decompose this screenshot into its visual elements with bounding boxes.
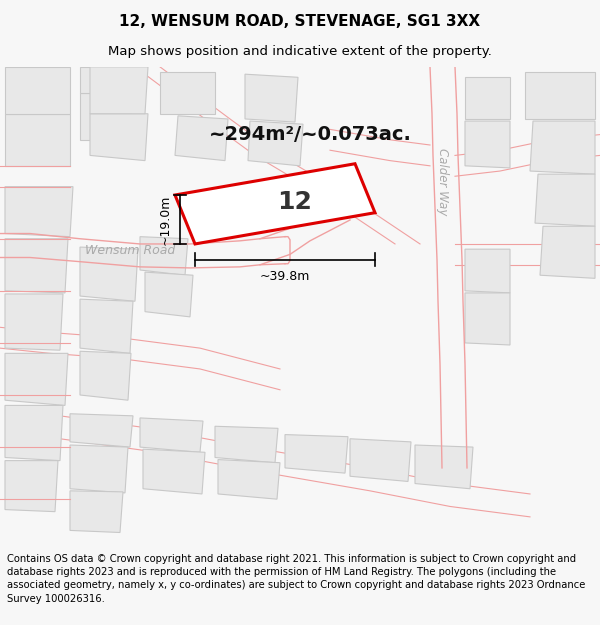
Polygon shape	[465, 249, 510, 293]
Text: 12: 12	[278, 190, 313, 214]
Polygon shape	[140, 237, 188, 275]
Polygon shape	[70, 445, 128, 493]
Polygon shape	[535, 174, 595, 226]
Polygon shape	[80, 351, 131, 400]
Polygon shape	[465, 293, 510, 345]
Text: Map shows position and indicative extent of the property.: Map shows position and indicative extent…	[108, 44, 492, 58]
Polygon shape	[5, 406, 63, 461]
Polygon shape	[5, 294, 63, 350]
Polygon shape	[5, 239, 68, 293]
Polygon shape	[465, 78, 510, 119]
Polygon shape	[530, 121, 595, 174]
Text: 12, WENSUM ROAD, STEVENAGE, SG1 3XX: 12, WENSUM ROAD, STEVENAGE, SG1 3XX	[119, 14, 481, 29]
Text: ~19.0m: ~19.0m	[159, 194, 172, 244]
Polygon shape	[5, 67, 70, 114]
Polygon shape	[175, 164, 375, 244]
Polygon shape	[525, 72, 595, 119]
Polygon shape	[80, 67, 130, 93]
Polygon shape	[215, 426, 278, 462]
Polygon shape	[350, 439, 411, 481]
Polygon shape	[245, 74, 298, 122]
Polygon shape	[70, 491, 123, 532]
Polygon shape	[80, 93, 130, 140]
Polygon shape	[415, 445, 473, 489]
Polygon shape	[5, 187, 73, 237]
Polygon shape	[540, 226, 595, 278]
Polygon shape	[140, 418, 203, 452]
Polygon shape	[143, 449, 205, 494]
Polygon shape	[5, 461, 58, 512]
Polygon shape	[5, 114, 70, 166]
Text: Wensum Road: Wensum Road	[85, 244, 175, 257]
Polygon shape	[248, 121, 303, 166]
Polygon shape	[5, 353, 68, 406]
Text: ~294m²/~0.073ac.: ~294m²/~0.073ac.	[209, 125, 412, 144]
Text: Contains OS data © Crown copyright and database right 2021. This information is : Contains OS data © Crown copyright and d…	[7, 554, 586, 604]
Polygon shape	[218, 459, 280, 499]
Text: Calder Way: Calder Way	[437, 148, 449, 215]
Polygon shape	[285, 434, 348, 473]
Polygon shape	[90, 67, 148, 114]
Polygon shape	[80, 247, 138, 301]
Polygon shape	[80, 299, 133, 353]
Polygon shape	[465, 121, 510, 168]
Polygon shape	[160, 72, 215, 114]
Polygon shape	[90, 114, 148, 161]
Polygon shape	[175, 116, 228, 161]
Polygon shape	[70, 414, 133, 447]
Text: ~39.8m: ~39.8m	[260, 270, 310, 283]
Polygon shape	[145, 272, 193, 317]
